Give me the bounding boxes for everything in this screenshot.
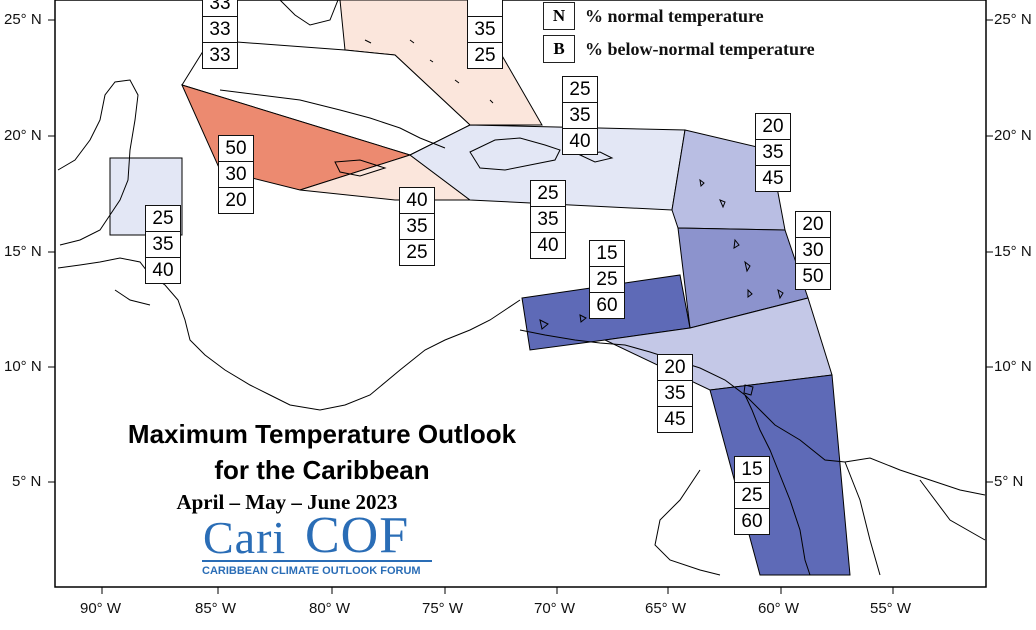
prob-normal: 33 — [203, 17, 237, 43]
axis-ticks — [48, 19, 993, 594]
logo-tagline: CARIBBEAN CLIMATE OUTLOOK FORUM — [202, 565, 421, 577]
prob-normal: 25 — [735, 483, 769, 509]
lat-label-right: 5° N — [994, 473, 1024, 490]
prob-above: 25 — [563, 77, 597, 103]
lat-label-left: 15° N — [4, 243, 42, 260]
prob-normal: 35 — [146, 232, 180, 258]
prob-normal: 35 — [400, 214, 434, 240]
legend-text-normal: % normal temperature — [585, 5, 764, 26]
map-period: April – May – June 2023 — [176, 490, 398, 514]
prob-box-hispaniola-pr: 25 35 40 — [530, 180, 566, 259]
prob-below: 50 — [802, 266, 824, 287]
prob-box-windward: 20 30 50 — [795, 211, 831, 290]
prob-below: 45 — [664, 409, 686, 430]
legend-key-n: N — [543, 2, 575, 30]
prob-box-leeward: 20 35 45 — [755, 113, 791, 192]
prob-normal: 35 — [563, 103, 597, 129]
lat-label-left: 10° N — [4, 358, 42, 375]
prob-box-cuba-cayman: 50 30 20 — [218, 135, 254, 214]
lon-label: 80° W — [309, 600, 351, 617]
prob-normal: 35 — [756, 140, 790, 166]
prob-below: 33 — [209, 45, 231, 66]
lon-label: 65° W — [645, 600, 687, 617]
legend-key-b: B — [543, 35, 575, 63]
prob-above: 50 — [219, 136, 253, 162]
prob-above: 20 — [756, 114, 790, 140]
prob-above: 25 — [531, 181, 565, 207]
lat-label-right: 20° N — [994, 127, 1032, 144]
lat-label-right: 15° N — [994, 243, 1032, 260]
prob-above: 33 — [203, 0, 237, 17]
prob-above: 20 — [658, 355, 692, 381]
islands — [364, 39, 784, 396]
coastlines — [57, 0, 986, 576]
lon-label: 90° W — [80, 600, 122, 617]
logo-text-cari: Cari — [203, 512, 287, 563]
logo-underline — [202, 560, 432, 562]
lat-label-left: 20° N — [4, 127, 42, 144]
legend-text-below: % below-normal temperature — [585, 38, 815, 59]
prob-normal: 25 — [590, 267, 624, 293]
prob-above: 15 — [590, 241, 624, 267]
legend-below: B % below-normal temperature — [543, 35, 815, 63]
prob-below: 60 — [741, 511, 763, 532]
lat-label-left: 5° N — [12, 473, 42, 490]
legend-normal: N % normal temperature — [543, 2, 764, 30]
map-title-line2: for the Caribbean — [214, 455, 430, 485]
prob-box-jamaica: 40 35 25 — [399, 187, 435, 266]
prob-below: 25 — [406, 242, 428, 263]
prob-normal: 30 — [219, 162, 253, 188]
prob-box-bahamas-west: 33 33 33 — [202, 0, 238, 69]
prob-box-guianas: 15 25 60 — [734, 456, 770, 535]
prob-below: 40 — [152, 260, 174, 281]
prob-below: 20 — [225, 190, 247, 211]
lon-label: 85° W — [195, 600, 237, 617]
lon-label: 55° W — [870, 600, 912, 617]
prob-normal: 35 — [658, 381, 692, 407]
prob-above: 15 — [735, 457, 769, 483]
prob-below: 40 — [569, 131, 591, 152]
prob-box-abc-islands: 15 25 60 — [589, 240, 625, 319]
lon-label: 60° W — [758, 600, 800, 617]
prob-below: 40 — [537, 235, 559, 256]
prob-above: 25 — [146, 206, 180, 232]
prob-box-bahamas-east: 35 25 — [467, 0, 503, 69]
prob-above — [468, 0, 502, 17]
logo-text-cof: COF — [305, 507, 410, 564]
prob-normal: 35 — [468, 17, 502, 43]
prob-box-turks-caicos: 25 35 40 — [562, 76, 598, 155]
prob-below: 60 — [596, 295, 618, 316]
lat-label-right: 25° N — [994, 11, 1032, 28]
lat-label-right: 10° N — [994, 358, 1032, 375]
prob-box-trinidad: 20 35 45 — [657, 354, 693, 433]
lon-label: 70° W — [534, 600, 576, 617]
prob-below: 25 — [474, 45, 496, 66]
prob-normal: 30 — [796, 238, 830, 264]
lon-label: 75° W — [422, 600, 464, 617]
prob-above: 40 — [400, 188, 434, 214]
prob-normal: 35 — [531, 207, 565, 233]
prob-above: 20 — [796, 212, 830, 238]
prob-box-belize: 25 35 40 — [145, 205, 181, 284]
map-title-line1: Maximum Temperature Outlook — [127, 419, 517, 449]
prob-below: 45 — [762, 168, 784, 189]
lat-label-left: 25° N — [4, 11, 42, 28]
